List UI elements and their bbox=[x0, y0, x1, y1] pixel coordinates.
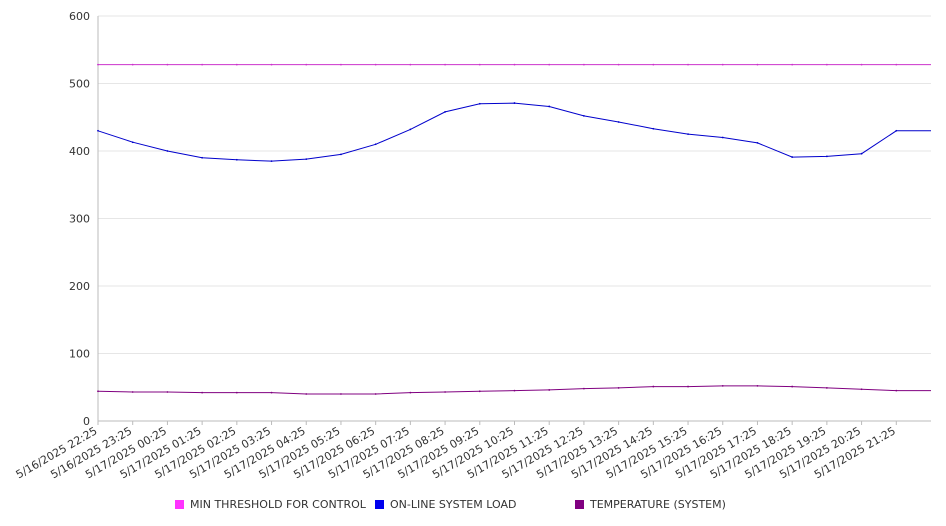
series-2-point bbox=[513, 389, 516, 392]
series-2-point bbox=[687, 385, 689, 388]
series-1-point bbox=[791, 156, 794, 158]
legend-item-temperature[interactable]: TEMPERATURE (SYSTEM) bbox=[575, 498, 726, 511]
series-0-point bbox=[409, 63, 412, 66]
y-tick-label: 300 bbox=[69, 213, 90, 226]
series-0-point bbox=[791, 63, 794, 66]
series-0-point bbox=[825, 63, 828, 66]
legend-swatch-system-load bbox=[375, 500, 384, 509]
legend-item-threshold[interactable]: MIN THRESHOLD FOR CONTROL bbox=[175, 498, 366, 511]
series-2-point bbox=[895, 389, 898, 392]
series-0-point bbox=[548, 63, 551, 66]
series-2-point bbox=[617, 387, 620, 389]
series-2-point bbox=[721, 385, 724, 387]
series-2-point bbox=[756, 385, 759, 387]
series-1-point bbox=[617, 121, 620, 123]
y-tick-label: 0 bbox=[83, 415, 90, 428]
series-1-point bbox=[409, 128, 412, 131]
chart-legend: MIN THRESHOLD FOR CONTROL ON-LINE SYSTEM… bbox=[0, 498, 946, 514]
series-2-point bbox=[444, 391, 446, 393]
series-0-point bbox=[756, 63, 759, 66]
series-0-point bbox=[513, 63, 516, 66]
series-0-point bbox=[895, 63, 898, 66]
series-2-point bbox=[409, 391, 412, 394]
series-0-point bbox=[374, 63, 377, 66]
series-2-point bbox=[652, 385, 655, 388]
series-0-point bbox=[583, 63, 585, 66]
series-1-point bbox=[478, 102, 481, 105]
series-0-point bbox=[687, 63, 689, 66]
series-1-point bbox=[652, 127, 655, 130]
series-1-point bbox=[340, 153, 342, 156]
series-1-point bbox=[235, 158, 238, 161]
legend-item-system-load[interactable]: ON-LINE SYSTEM LOAD bbox=[375, 498, 516, 511]
legend-swatch-temperature bbox=[575, 500, 584, 509]
y-tick-label: 400 bbox=[69, 145, 90, 158]
series-0-point bbox=[860, 63, 863, 66]
series-0-point bbox=[201, 63, 204, 66]
series-0-point bbox=[478, 63, 481, 66]
series-0-point bbox=[721, 63, 724, 66]
series-1-point bbox=[825, 155, 828, 158]
series-1-point bbox=[374, 143, 377, 146]
series-2-point bbox=[97, 390, 99, 393]
series-1-point bbox=[548, 105, 551, 108]
series-2-point bbox=[825, 387, 828, 389]
series-1-point bbox=[513, 102, 516, 104]
series-2-point bbox=[374, 393, 377, 395]
series-2-point bbox=[548, 389, 551, 391]
y-tick-label: 100 bbox=[69, 348, 90, 361]
series-2-point bbox=[166, 391, 169, 393]
series-1-point bbox=[895, 129, 898, 132]
series-1-point bbox=[721, 136, 724, 139]
y-tick-label: 600 bbox=[69, 10, 90, 23]
series-2-point bbox=[131, 391, 134, 393]
series-0-point bbox=[235, 63, 238, 66]
series-1-point bbox=[860, 152, 863, 155]
series-1-point bbox=[131, 141, 134, 144]
series-0-point bbox=[444, 63, 446, 66]
legend-label-system-load: ON-LINE SYSTEM LOAD bbox=[390, 498, 517, 511]
series-2-point bbox=[791, 385, 794, 388]
series-1-point bbox=[687, 133, 689, 136]
series-0-point bbox=[652, 63, 655, 66]
series-0-point bbox=[131, 63, 134, 66]
y-tick-label: 500 bbox=[69, 78, 90, 91]
series-0-point bbox=[270, 63, 273, 66]
series-1-point bbox=[305, 158, 308, 161]
series-2-point bbox=[201, 391, 204, 394]
series-2-point bbox=[860, 388, 863, 391]
series-line-1 bbox=[97, 102, 931, 162]
series-1-point bbox=[583, 115, 585, 117]
series-2-point bbox=[305, 393, 308, 395]
series-1-point bbox=[444, 110, 446, 113]
series-0-point bbox=[617, 63, 620, 66]
y-tick-label: 200 bbox=[69, 280, 90, 293]
series-2-point bbox=[478, 390, 481, 393]
legend-swatch-threshold bbox=[175, 500, 184, 509]
legend-label-temperature: TEMPERATURE (SYSTEM) bbox=[590, 498, 726, 511]
series-0-point bbox=[166, 63, 169, 66]
series-1-point bbox=[756, 142, 759, 144]
series-2-point bbox=[340, 393, 342, 395]
series-0-point bbox=[97, 63, 99, 66]
series-0-point bbox=[305, 63, 308, 66]
series-2-point bbox=[270, 391, 273, 394]
series-2-point bbox=[583, 387, 585, 390]
series-2-point bbox=[235, 391, 238, 394]
series-1-point bbox=[166, 150, 169, 152]
series-1-point bbox=[201, 156, 204, 159]
legend-label-threshold: MIN THRESHOLD FOR CONTROL bbox=[190, 498, 366, 511]
series-0-point bbox=[340, 63, 342, 66]
series-1-point bbox=[270, 160, 273, 163]
series-1-point bbox=[97, 129, 99, 132]
